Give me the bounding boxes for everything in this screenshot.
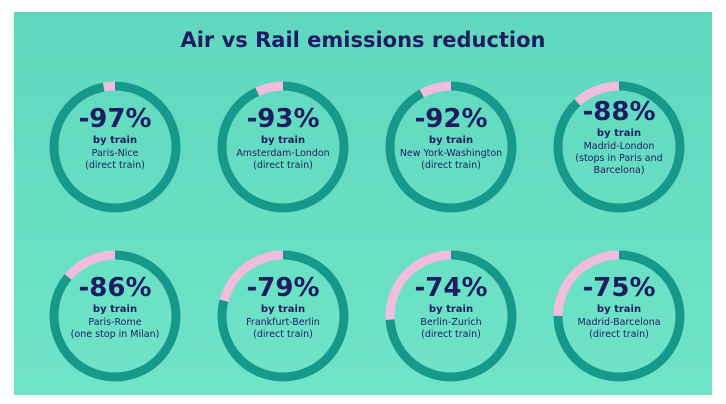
ring-arc xyxy=(217,81,349,213)
value-label: -79% xyxy=(246,273,320,303)
sublabel: by train xyxy=(260,304,306,315)
ring-label: -92% by train New York-Washington (direct … xyxy=(376,104,526,172)
route-label: Paris-Rome (one stop in Milan) xyxy=(70,317,160,340)
value-label: -86% xyxy=(78,273,152,303)
sublabel: by train xyxy=(92,135,138,146)
route-label: New York-Washington (direct train) xyxy=(399,148,503,171)
chart-title: Air vs Rail emissions reduction xyxy=(180,28,546,52)
route-label: Berlin-Zurich (direct train) xyxy=(420,317,482,340)
sublabel: by train xyxy=(596,128,642,139)
ring-label: -97% by train Paris-Nice (direct train) xyxy=(40,104,190,172)
ring-arc xyxy=(217,250,349,382)
value-label: -74% xyxy=(414,273,488,303)
ring-arc xyxy=(385,250,517,382)
sublabel: by train xyxy=(260,135,306,146)
value-label: -92% xyxy=(414,104,488,134)
ring-arc xyxy=(553,81,685,213)
ring-label: -93% by train Amsterdam-London (direct tra… xyxy=(208,104,358,172)
ring-arc xyxy=(49,250,181,382)
sublabel: by train xyxy=(92,304,138,315)
sublabel: by train xyxy=(428,304,474,315)
ring-arc xyxy=(553,250,685,382)
route-label: Paris-Nice (direct train) xyxy=(85,148,145,171)
sublabel: by train xyxy=(428,135,474,146)
ring-arc xyxy=(49,81,181,213)
ring-label: -88% by train Madrid-London (stops in Pari… xyxy=(544,97,694,177)
route-label: Frankfurt-Berlin (direct train) xyxy=(246,317,320,340)
ring-label: -79% by train Frankfurt-Berlin (direct tra… xyxy=(208,273,358,341)
ring-label: -86% by train Paris-Rome (one stop in Mila… xyxy=(40,273,190,341)
value-label: -93% xyxy=(246,104,320,134)
value-label: -75% xyxy=(582,273,656,303)
value-label: -97% xyxy=(78,104,152,134)
route-label: Amsterdam-London (direct train) xyxy=(236,148,330,171)
ring-label: -74% by train Berlin-Zurich (direct train) xyxy=(376,273,526,341)
route-label: Madrid-Barcelona (direct train) xyxy=(577,317,661,340)
ring-arc xyxy=(385,81,517,213)
sublabel: by train xyxy=(596,304,642,315)
value-label: -88% xyxy=(582,97,656,127)
route-label: Madrid-London (stops in Paris and Barcel… xyxy=(575,141,663,176)
ring-label: -75% by train Madrid-Barcelona (direct tra… xyxy=(544,273,694,341)
